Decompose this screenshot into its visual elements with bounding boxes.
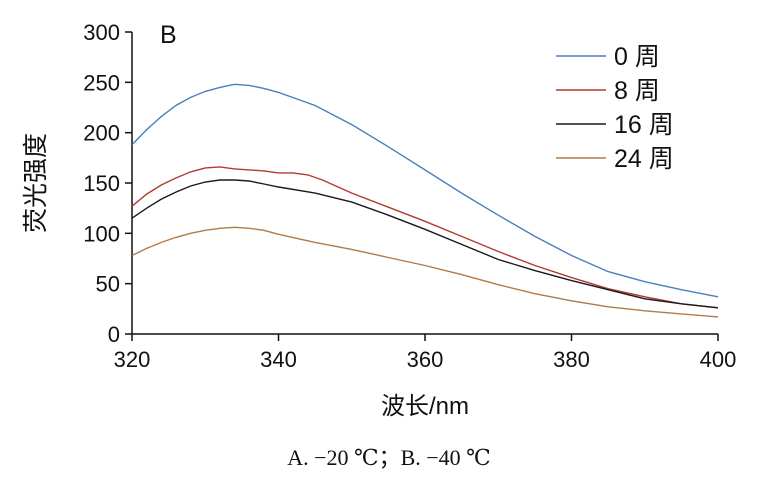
x-tick-label: 380 [553, 347, 590, 372]
series-line-1 [131, 166, 719, 309]
y-tick-label: 150 [83, 171, 120, 196]
x-tick-label: 360 [407, 347, 444, 372]
y-tick-label: 100 [83, 221, 120, 246]
y-tick-label: 250 [83, 70, 120, 95]
legend-label-3: 24 周 [614, 145, 674, 173]
series-line-0 [131, 83, 719, 298]
x-tick-label: 400 [700, 347, 737, 372]
x-axis-label: 波长/nm [381, 393, 469, 420]
panel-label: B [160, 21, 177, 49]
legend-label-2: 16 周 [614, 111, 674, 139]
y-tick-label: 50 [96, 272, 120, 297]
y-axis-label: 荧光强度 [22, 133, 50, 233]
series-line-3 [131, 226, 719, 318]
axes: 0 50 100 150 200 250 300 320 340 360 380 400 波长/nm 荧光… [22, 20, 736, 420]
legend-label-0: 0 周 [614, 43, 660, 71]
x-tick-label: 320 [114, 347, 151, 372]
figure-caption: A. −20 ℃；B. −40 ℃ [287, 445, 491, 470]
y-tick-label: 300 [83, 20, 120, 45]
plot-area [131, 83, 719, 318]
series-line-2 [131, 179, 719, 309]
y-tick-label: 0 [108, 322, 120, 347]
y-tick-label: 200 [83, 121, 120, 146]
x-tick-label: 340 [260, 347, 297, 372]
legend: 0 周 8 周 16 周 24 周 [556, 43, 674, 173]
fluorescence-chart: 0 50 100 150 200 250 300 320 340 360 380 400 波长/nm 荧光… [22, 20, 736, 420]
legend-label-1: 8 周 [614, 77, 660, 105]
